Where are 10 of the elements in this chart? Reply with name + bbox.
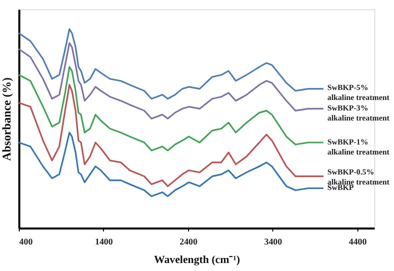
- x-tick-label: 1400: [95, 236, 114, 246]
- series-label: SwBKP-3% alkaline treatment: [327, 104, 390, 123]
- y-axis-title: Absorbance (%): [0, 77, 14, 161]
- series-label: SwBKP-1% alkaline treatment: [327, 137, 390, 156]
- x-tick-label: 2400: [180, 236, 198, 246]
- x-tick-label: 400: [19, 236, 34, 246]
- x-axis-title: Wavelength (cm⁻¹): [154, 254, 240, 266]
- x-tick-label: 3400: [264, 236, 283, 246]
- series-label: SwBKP-5% alkaline treatment: [327, 82, 390, 102]
- x-tick-label: 4400: [348, 236, 368, 246]
